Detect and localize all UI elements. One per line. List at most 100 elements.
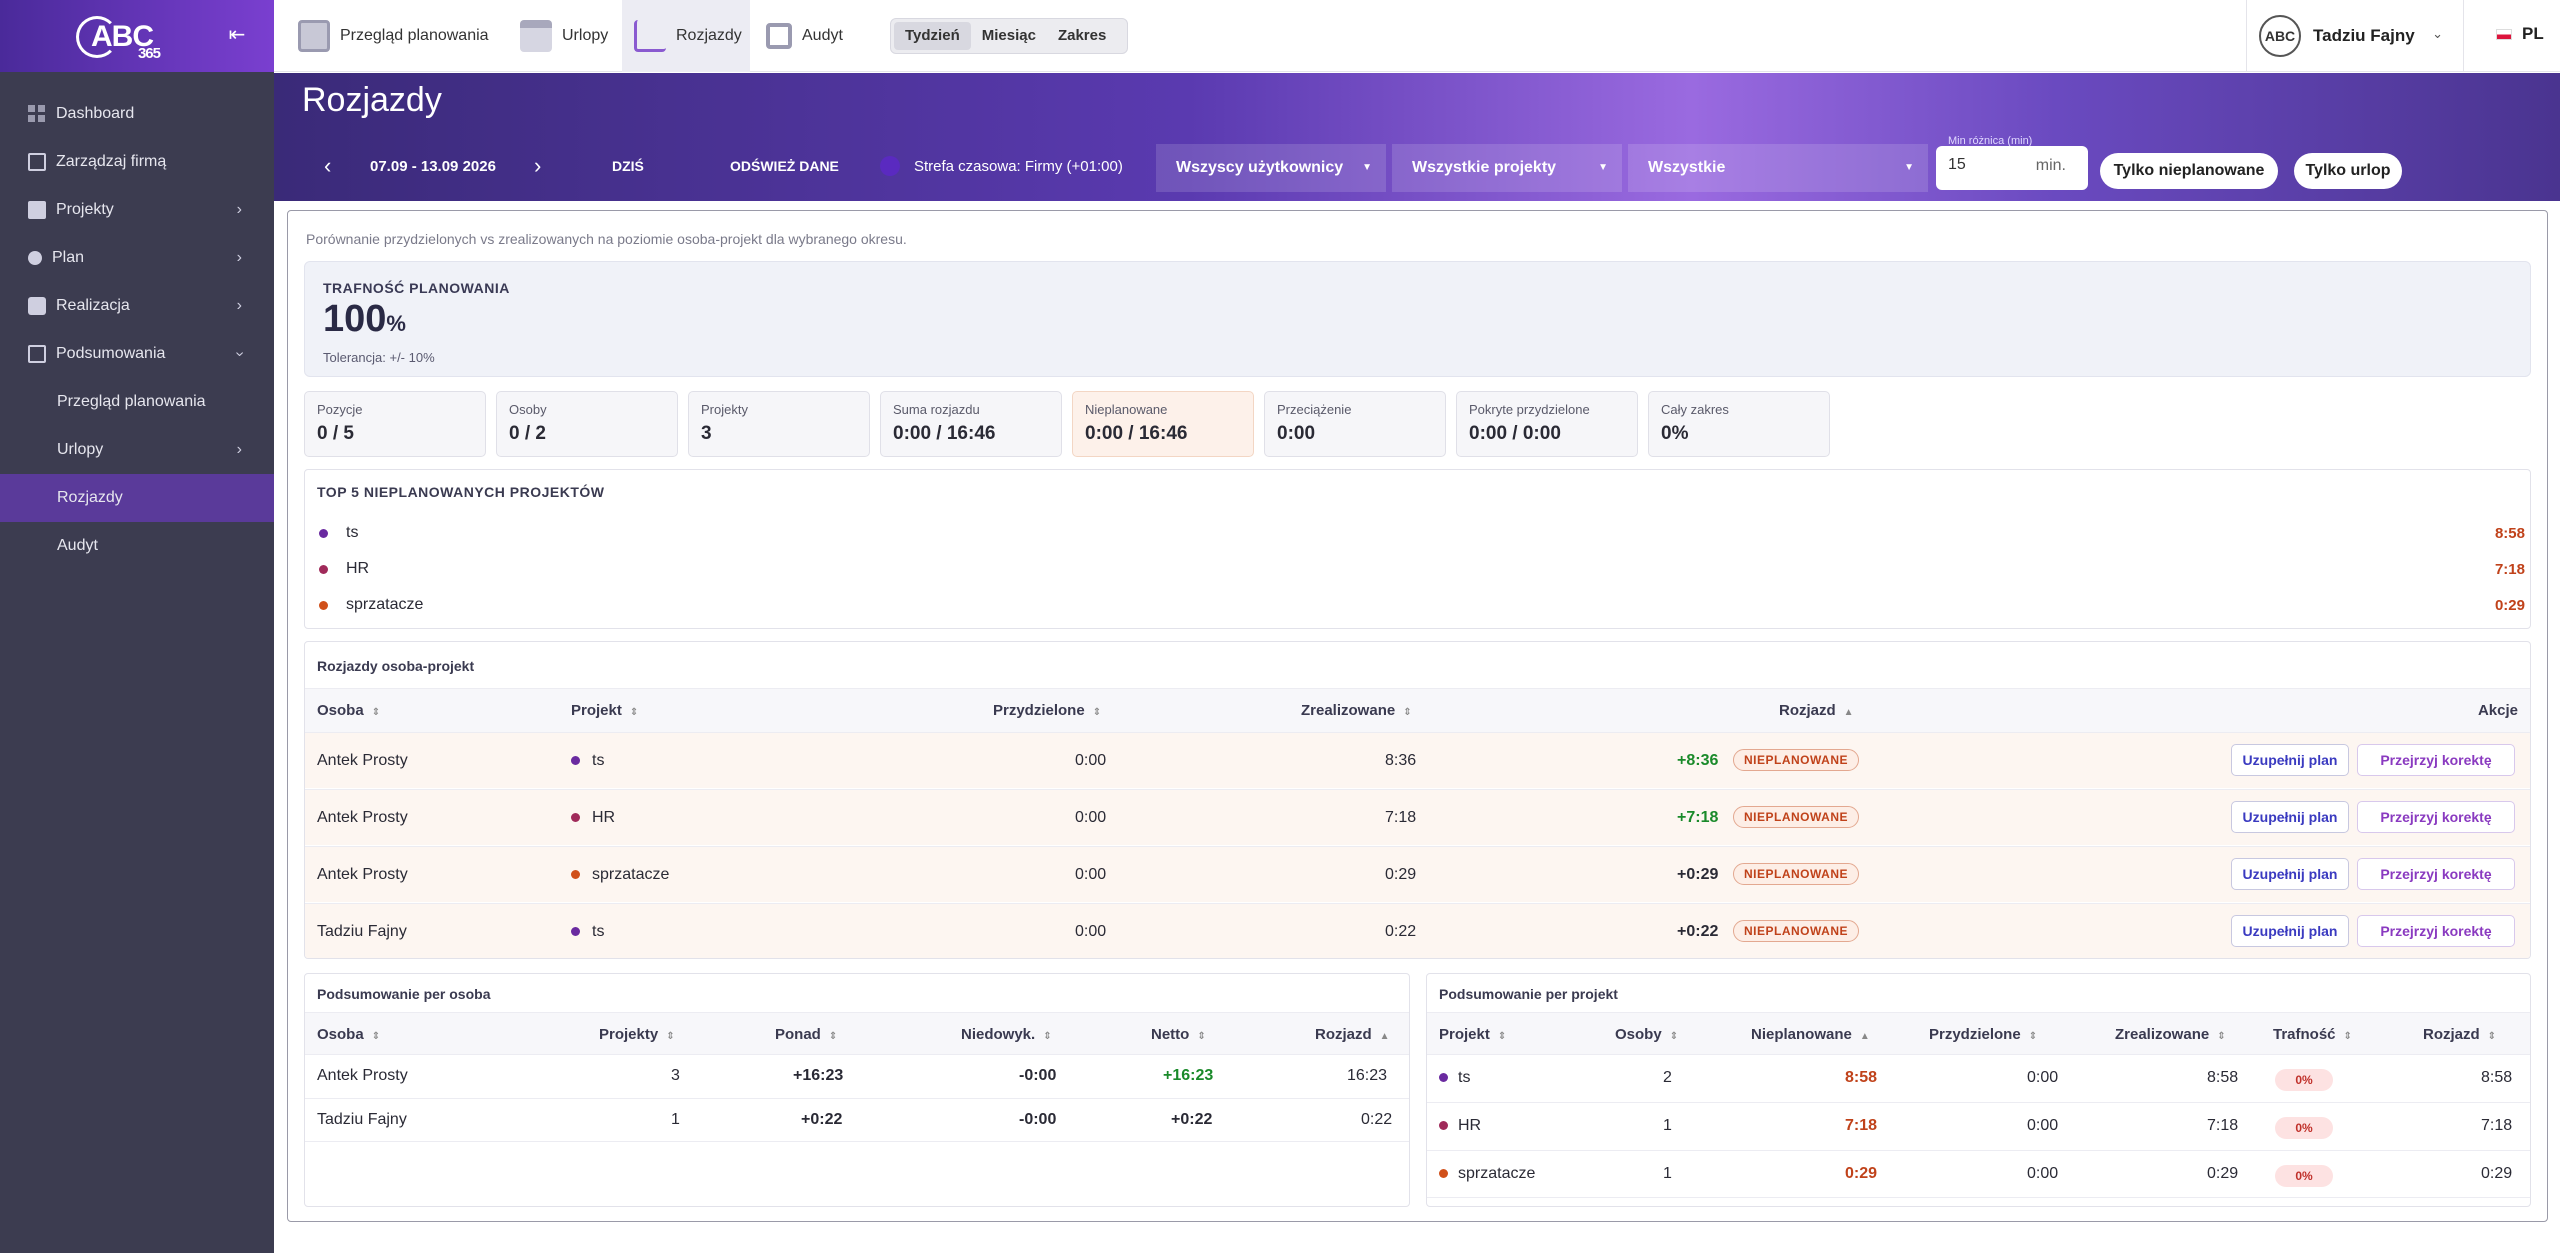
stat-covered: Pokryte przydzielone 0:00 / 0:00 — [1456, 391, 1638, 457]
tab-audit[interactable]: Audyt — [766, 0, 866, 72]
users-select[interactable]: Wszyscy użytkownicy ▼ — [1156, 144, 1386, 192]
sidebar-item-label: Przegląd planowania — [57, 393, 206, 410]
sidebar-item-discrepancies[interactable]: Rozjazdy — [0, 474, 274, 522]
header-label: Projekt — [571, 702, 622, 719]
header-realized[interactable]: Zrealizowane ⇕ — [2115, 1026, 2226, 1043]
only-leave-button[interactable]: Tylko urlop — [2294, 153, 2402, 189]
today-button[interactable]: DZIŚ — [612, 158, 644, 174]
header-unplanned[interactable]: Nieplanowane ▲ — [1751, 1026, 1870, 1043]
type-select[interactable]: Wszystkie ▼ — [1628, 144, 1928, 192]
refresh-button[interactable]: ODŚWIEŻ DANE — [730, 158, 839, 174]
tab-discrepancies[interactable]: Rozjazdy — [622, 0, 750, 72]
date-range[interactable]: 07.09 - 13.09 2026 — [370, 157, 496, 175]
cell-person: Antek Prosty — [317, 1067, 408, 1084]
header-over[interactable]: Ponad ⇕ — [775, 1026, 837, 1043]
review-correction-button[interactable]: Przejrzyj korektę — [2357, 858, 2515, 890]
fill-plan-button[interactable]: Uzupełnij plan — [2231, 858, 2349, 890]
projects-icon — [28, 201, 46, 219]
header-diff[interactable]: Rozjazd ▲ — [1315, 1026, 1390, 1043]
header-label: Ponad — [775, 1026, 821, 1043]
project-color-dot — [1439, 1073, 1448, 1082]
header-assigned[interactable]: Przydzielone ⇕ — [1929, 1026, 2037, 1043]
project-name: ts — [1458, 1069, 1471, 1086]
stat-value: 0:00 / 16:46 — [1085, 423, 1188, 444]
table-row: Antek Prosty 3 +16:23 -0:00 +16:23 16:23 — [305, 1054, 1409, 1098]
collapse-sidebar-icon[interactable]: ⇤ — [228, 24, 246, 46]
status-badge: NIEPLANOWANE — [1733, 806, 1860, 828]
status-badge: NIEPLANOWANE — [1733, 749, 1860, 771]
dashboard-icon — [28, 105, 46, 123]
header-accuracy[interactable]: Trafność ⇕ — [2273, 1026, 2352, 1043]
person-project-table: Rozjazdy osoba-projekt Osoba ⇕ Projekt ⇕ P… — [304, 641, 2531, 959]
timezone-label[interactable]: Strefa czasowa: Firmy (+01:00) — [880, 143, 1123, 189]
projects-select[interactable]: Wszystkie projekty ▼ — [1392, 144, 1622, 192]
flag-icon — [2496, 28, 2512, 40]
sort-up-icon: ▲ — [1843, 707, 1854, 718]
cell-realized: 0:29 — [2207, 1165, 2239, 1182]
stat-label: Pokryte przydzielone — [1469, 402, 1590, 417]
edit-icon — [28, 153, 46, 171]
sidebar-item-projects[interactable]: Projekty › — [0, 186, 274, 234]
header-diff[interactable]: Rozjazd ⇕ — [2423, 1026, 2496, 1043]
header-project[interactable]: Projekt ⇕ — [571, 702, 638, 719]
sidebar-item-dashboard[interactable]: Dashboard — [0, 90, 274, 138]
header-label: Netto — [1151, 1026, 1190, 1043]
stat-overload: Przeciążenie 0:00 — [1264, 391, 1446, 457]
next-week-button[interactable]: › — [534, 143, 541, 189]
header-project[interactable]: Projekt ⇕ — [1439, 1026, 1506, 1043]
header-diff[interactable]: Rozjazd ▲ — [1779, 702, 1854, 719]
review-correction-button[interactable]: Przejrzyj korektę — [2357, 744, 2515, 776]
sort-icon: ⇕ — [371, 1031, 381, 1042]
project-color-dot — [571, 756, 580, 765]
logo[interactable]: ABC 365 — [72, 14, 172, 62]
header-assigned[interactable]: Przydzielone ⇕ — [993, 702, 1101, 719]
user-menu[interactable]: ABC Tadziu Fajny ⌄ — [2246, 0, 2464, 72]
tab-leaves[interactable]: Urlopy — [520, 0, 626, 72]
header-net[interactable]: Netto ⇕ — [1151, 1026, 1206, 1043]
cell-realized: 0:29 — [1385, 866, 1417, 883]
language-switch[interactable]: PL — [2496, 24, 2544, 44]
fill-plan-button[interactable]: Uzupełnij plan — [2231, 744, 2349, 776]
review-correction-button[interactable]: Przejrzyj korektę — [2357, 915, 2515, 947]
sidebar-item-leaves[interactable]: Urlopy › — [0, 426, 274, 474]
sort-up-icon: ▲ — [1859, 1031, 1870, 1042]
project-name: sprzatacze — [592, 866, 670, 883]
sidebar-item-label: Dashboard — [56, 105, 135, 122]
fill-plan-button[interactable]: Uzupełnij plan — [2231, 915, 2349, 947]
tab-planning-overview[interactable]: Przegląd planowania — [298, 0, 498, 72]
sidebar-item-planning-overview[interactable]: Przegląd planowania — [0, 378, 274, 426]
min-diff-input[interactable]: 15 min. — [1936, 146, 2088, 190]
period-range[interactable]: Zakres — [1057, 27, 1107, 44]
header-label: Osoba — [317, 1026, 364, 1043]
sort-icon: ⇕ — [1043, 1031, 1052, 1042]
cell-diff: +7:18 — [1677, 809, 1719, 826]
sidebar-item-company[interactable]: Zarządzaj firmą — [0, 138, 274, 186]
users-select-value: Wszyscy użytkownicy — [1176, 159, 1344, 176]
stat-label: Suma rozjazdu — [893, 402, 980, 417]
cell-person: Antek Prosty — [317, 866, 408, 883]
header-person[interactable]: Osoba ⇕ — [317, 702, 380, 719]
header-person[interactable]: Osoba ⇕ — [317, 1026, 380, 1043]
sort-icon: ⇕ — [1403, 707, 1412, 718]
sidebar-item-plan[interactable]: Plan › — [0, 234, 274, 282]
review-correction-button[interactable]: Przejrzyj korektę — [2357, 801, 2515, 833]
sidebar-item-summaries[interactable]: Podsumowania › — [0, 330, 274, 378]
header-realized[interactable]: Zrealizowane ⇕ — [1301, 702, 1412, 719]
stat-value: 0:00 / 16:46 — [893, 423, 996, 444]
period-week[interactable]: Tydzień — [894, 22, 971, 50]
user-name: Tadziu Fajny — [2313, 26, 2415, 45]
prev-week-button[interactable]: ‹ — [324, 143, 331, 189]
sidebar-item-audit[interactable]: Audyt — [0, 522, 274, 570]
header-projects[interactable]: Projekty ⇕ — [599, 1026, 675, 1043]
header-people[interactable]: Osoby ⇕ — [1615, 1026, 1678, 1043]
period-month[interactable]: Miesiąc — [981, 27, 1036, 44]
accuracy-label: TRAFNOŚĆ PLANOWANIA — [323, 280, 510, 296]
timezone-text: Strefa czasowa: Firmy (+01:00) — [914, 157, 1123, 175]
cell-project: HR — [571, 809, 615, 827]
sidebar-item-realization[interactable]: Realizacja › — [0, 282, 274, 330]
only-unplanned-button[interactable]: Tylko nieplanowane — [2100, 153, 2278, 189]
accuracy-badge: 0% — [2275, 1117, 2333, 1139]
stat-whole-range: Cały zakres 0% — [1648, 391, 1830, 457]
header-under[interactable]: Niedowyk. ⇕ — [961, 1026, 1052, 1043]
fill-plan-button[interactable]: Uzupełnij plan — [2231, 801, 2349, 833]
